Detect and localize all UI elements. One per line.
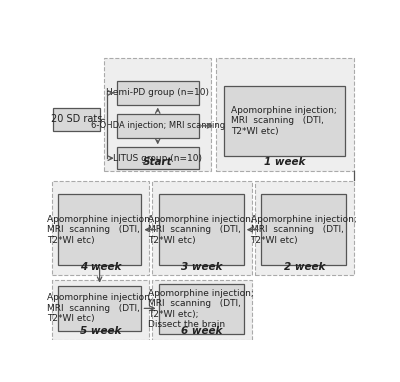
Text: Apomorphine injection;
MRI  scanning   (DTI,
T2*WI etc): Apomorphine injection; MRI scanning (DTI…	[231, 106, 337, 136]
Text: 5 week: 5 week	[80, 327, 121, 337]
Bar	[224, 86, 344, 156]
Bar	[53, 108, 100, 131]
Bar	[52, 280, 149, 340]
Bar	[152, 280, 252, 340]
Bar	[158, 194, 244, 265]
Text: 4 week: 4 week	[80, 262, 121, 272]
Bar	[117, 114, 199, 138]
Bar	[152, 181, 252, 275]
Text: Apomorphine injection;
MRI  scanning   (DTI,
T2*WI etc);
Dissect the brain: Apomorphine injection; MRI scanning (DTI…	[148, 289, 254, 329]
Text: Apomorphine injection;
MRI  scanning   (DTI,
T2*WI etc): Apomorphine injection; MRI scanning (DTI…	[148, 215, 254, 244]
Bar	[58, 286, 142, 331]
Text: 1 week: 1 week	[264, 157, 306, 167]
Text: Hemi-PD group (n=10): Hemi-PD group (n=10)	[106, 88, 209, 97]
Bar	[58, 194, 142, 265]
Text: 6 week: 6 week	[181, 327, 222, 337]
Bar	[158, 284, 244, 334]
Bar	[117, 81, 199, 105]
Bar	[117, 147, 199, 169]
Text: 2 week: 2 week	[284, 262, 325, 272]
Text: Apomorphine injection;
MRI  scanning   (DTI,
T2*WI etc): Apomorphine injection; MRI scanning (DTI…	[250, 215, 356, 244]
Text: 6-OHDA injection; MRI scanning: 6-OHDA injection; MRI scanning	[91, 121, 225, 130]
Bar	[261, 194, 346, 265]
Text: LITUS group (n=10): LITUS group (n=10)	[113, 154, 202, 163]
Bar	[52, 181, 149, 275]
Bar	[104, 58, 211, 171]
Text: Apomorphine injection;
MRI  scanning   (DTI,
T2*WI etc): Apomorphine injection; MRI scanning (DTI…	[47, 293, 152, 323]
Text: 20 SD rats: 20 SD rats	[51, 114, 102, 125]
Text: Apomorphine injection;
MRI  scanning   (DTI,
T2*WI etc): Apomorphine injection; MRI scanning (DTI…	[47, 215, 152, 244]
Text: Start: Start	[143, 157, 172, 167]
Bar	[255, 181, 354, 275]
Bar	[216, 58, 354, 171]
Text: 3 week: 3 week	[181, 262, 222, 272]
